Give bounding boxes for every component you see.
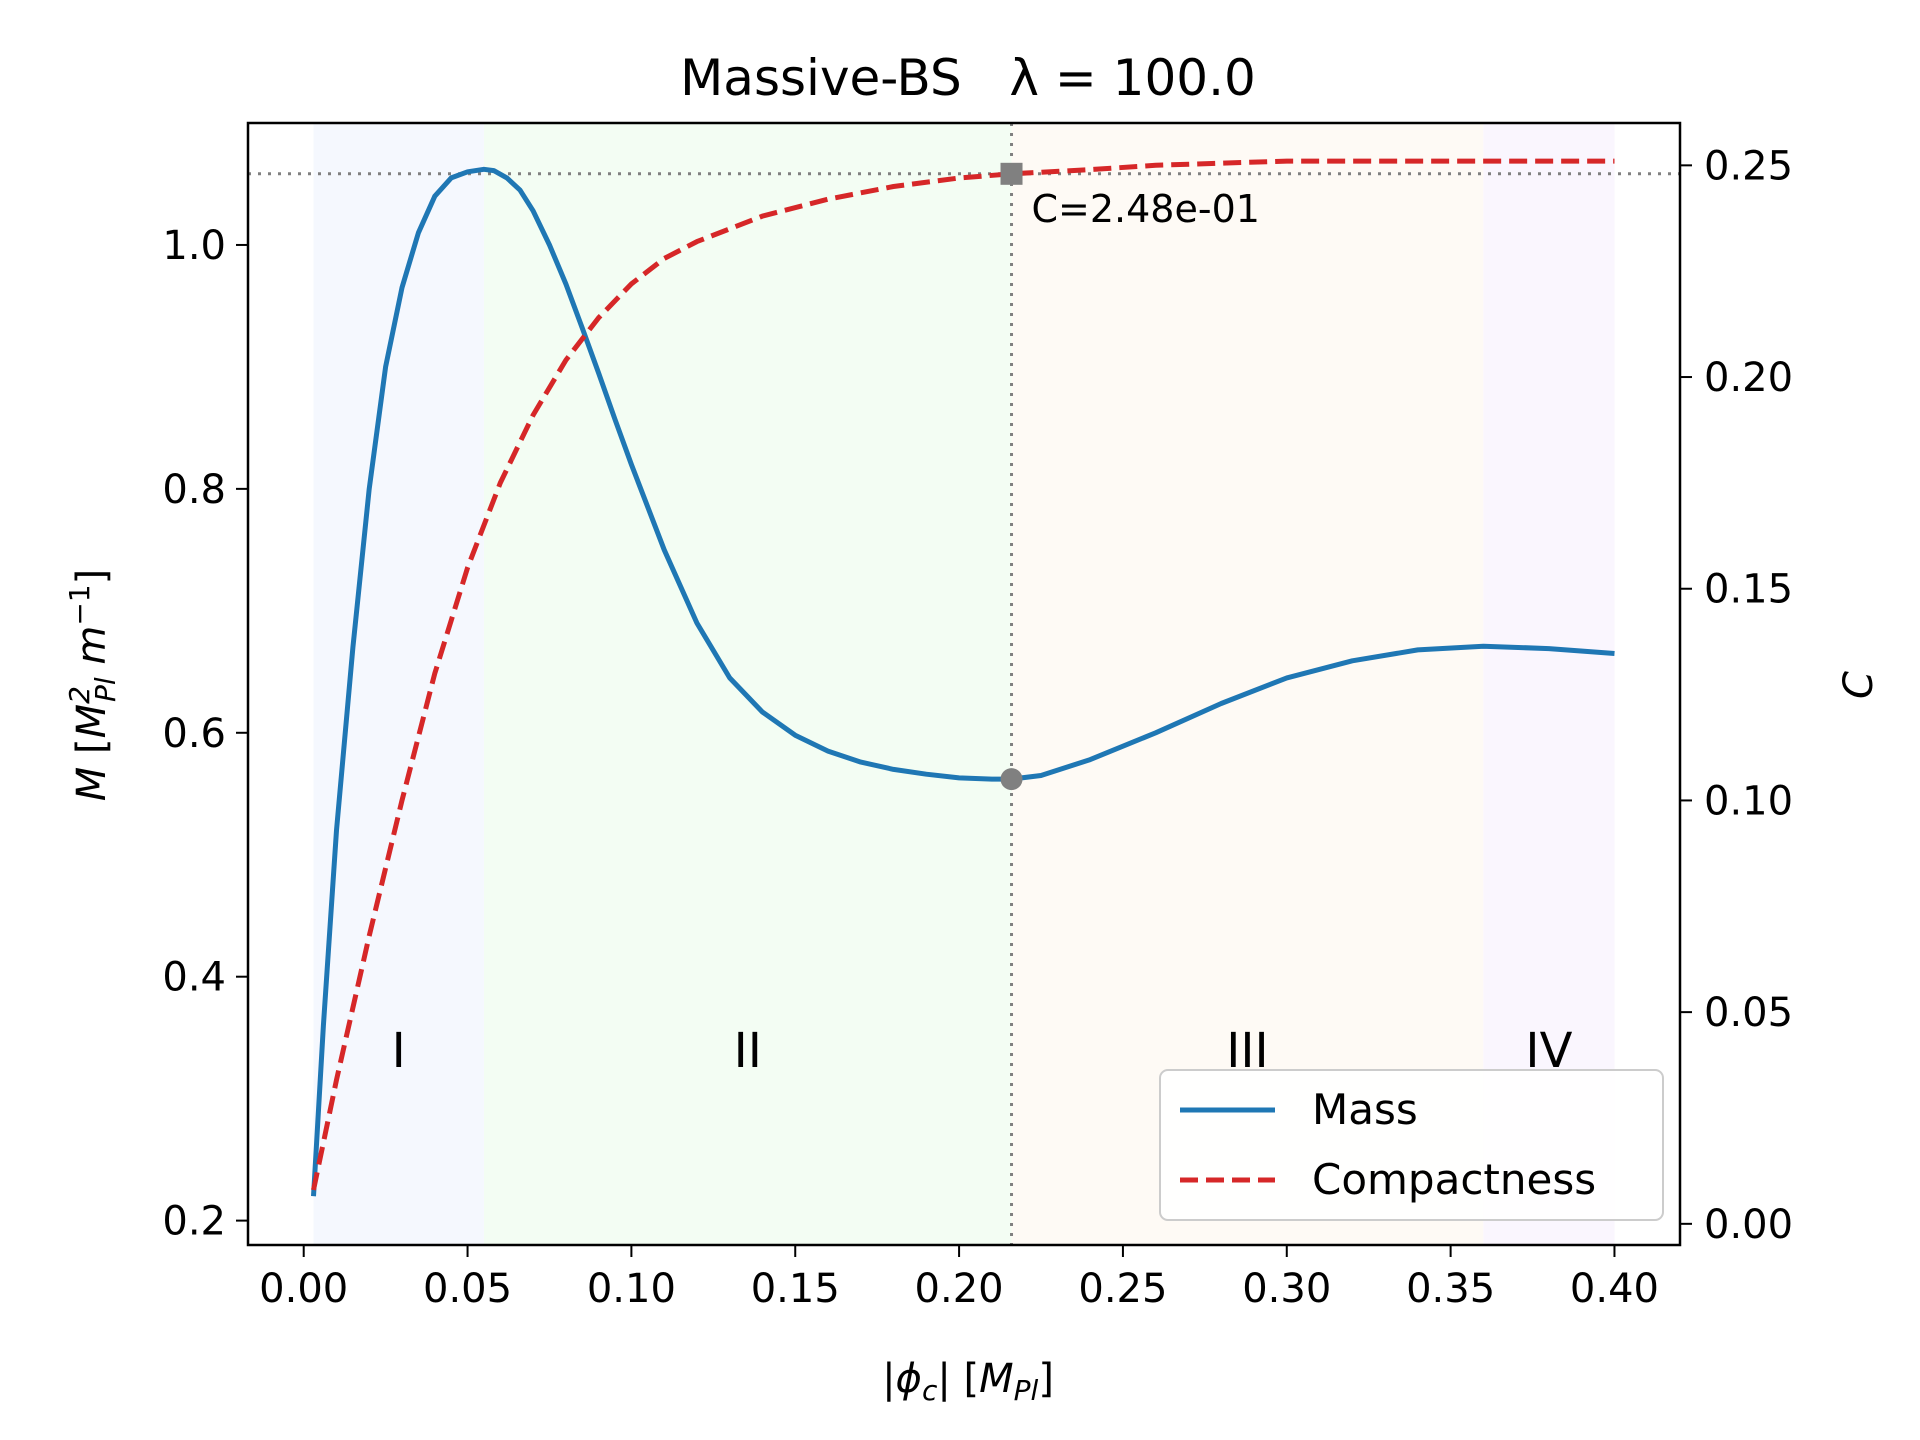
x-tick-label: 0.40 <box>1570 1266 1659 1312</box>
chart-title: Massive-BS λ = 100.0 <box>680 49 1256 107</box>
x-tick-label: 0.35 <box>1406 1266 1495 1312</box>
x-tick-label: 0.15 <box>751 1266 840 1312</box>
region-label-2: II <box>734 1023 762 1079</box>
series-compactness-line <box>311 158 1615 1191</box>
x-tick-label: 0.20 <box>915 1266 1004 1312</box>
compactness-annotation: C=2.48e-01 <box>1032 187 1260 231</box>
markers: C=2.48e-01 <box>1000 162 1260 791</box>
region-bands <box>313 123 1615 1245</box>
x-tick-label: 0.10 <box>587 1266 676 1312</box>
y-right-tick-label: 0.00 <box>1704 1202 1793 1248</box>
x-tick-label: 0.05 <box>423 1266 512 1312</box>
region-band-4 <box>1483 123 1615 1245</box>
legend-mass-label: Mass <box>1312 1085 1418 1134</box>
mass-marker-point <box>1000 768 1023 791</box>
legend-box <box>1159 1069 1664 1221</box>
y-left-tick-label: 0.6 <box>162 711 226 757</box>
series-mass-line <box>311 166 1615 1197</box>
legend-compactness-label: Compactness <box>1312 1155 1596 1204</box>
x-axis-label: |ϕc| [MPl] <box>882 1356 1054 1407</box>
series-layer <box>311 158 1615 1197</box>
y-left-tick-label: 0.8 <box>162 467 226 513</box>
y-right-tick-label: 0.10 <box>1704 778 1793 824</box>
x-tick-label: 0.25 <box>1078 1266 1167 1312</box>
y-axis-right-label: C <box>1836 671 1882 699</box>
x-tick-label: 0.00 <box>259 1266 348 1312</box>
region-band-3 <box>1011 123 1484 1245</box>
y-right-tick-label: 0.25 <box>1704 143 1793 189</box>
y-left-tick-label: 0.4 <box>162 955 226 1001</box>
axis-ticks: 0.00 0.05 0.10 0.15 0.20 0.25 0.30 0.35 0.400.20… <box>162 143 1793 1312</box>
y-right-tick-label: 0.15 <box>1704 567 1793 613</box>
region-label-1: I <box>392 1023 406 1079</box>
compactness-marker-point <box>1000 162 1023 185</box>
y-right-tick-label: 0.05 <box>1704 990 1793 1036</box>
x-tick-label: 0.30 <box>1242 1266 1331 1312</box>
plot-frame <box>246 121 1682 1247</box>
y-left-tick-label: 0.2 <box>162 1199 226 1245</box>
legend: Mass Compactness <box>1159 1069 1664 1221</box>
reference-lines <box>248 123 1680 1245</box>
y-left-tick-label: 1.0 <box>162 223 226 269</box>
y-axis-left-label: M [M2Pl m−1] <box>63 569 122 801</box>
y-right-tick-label: 0.20 <box>1704 355 1793 401</box>
region-band-2 <box>483 123 1012 1245</box>
